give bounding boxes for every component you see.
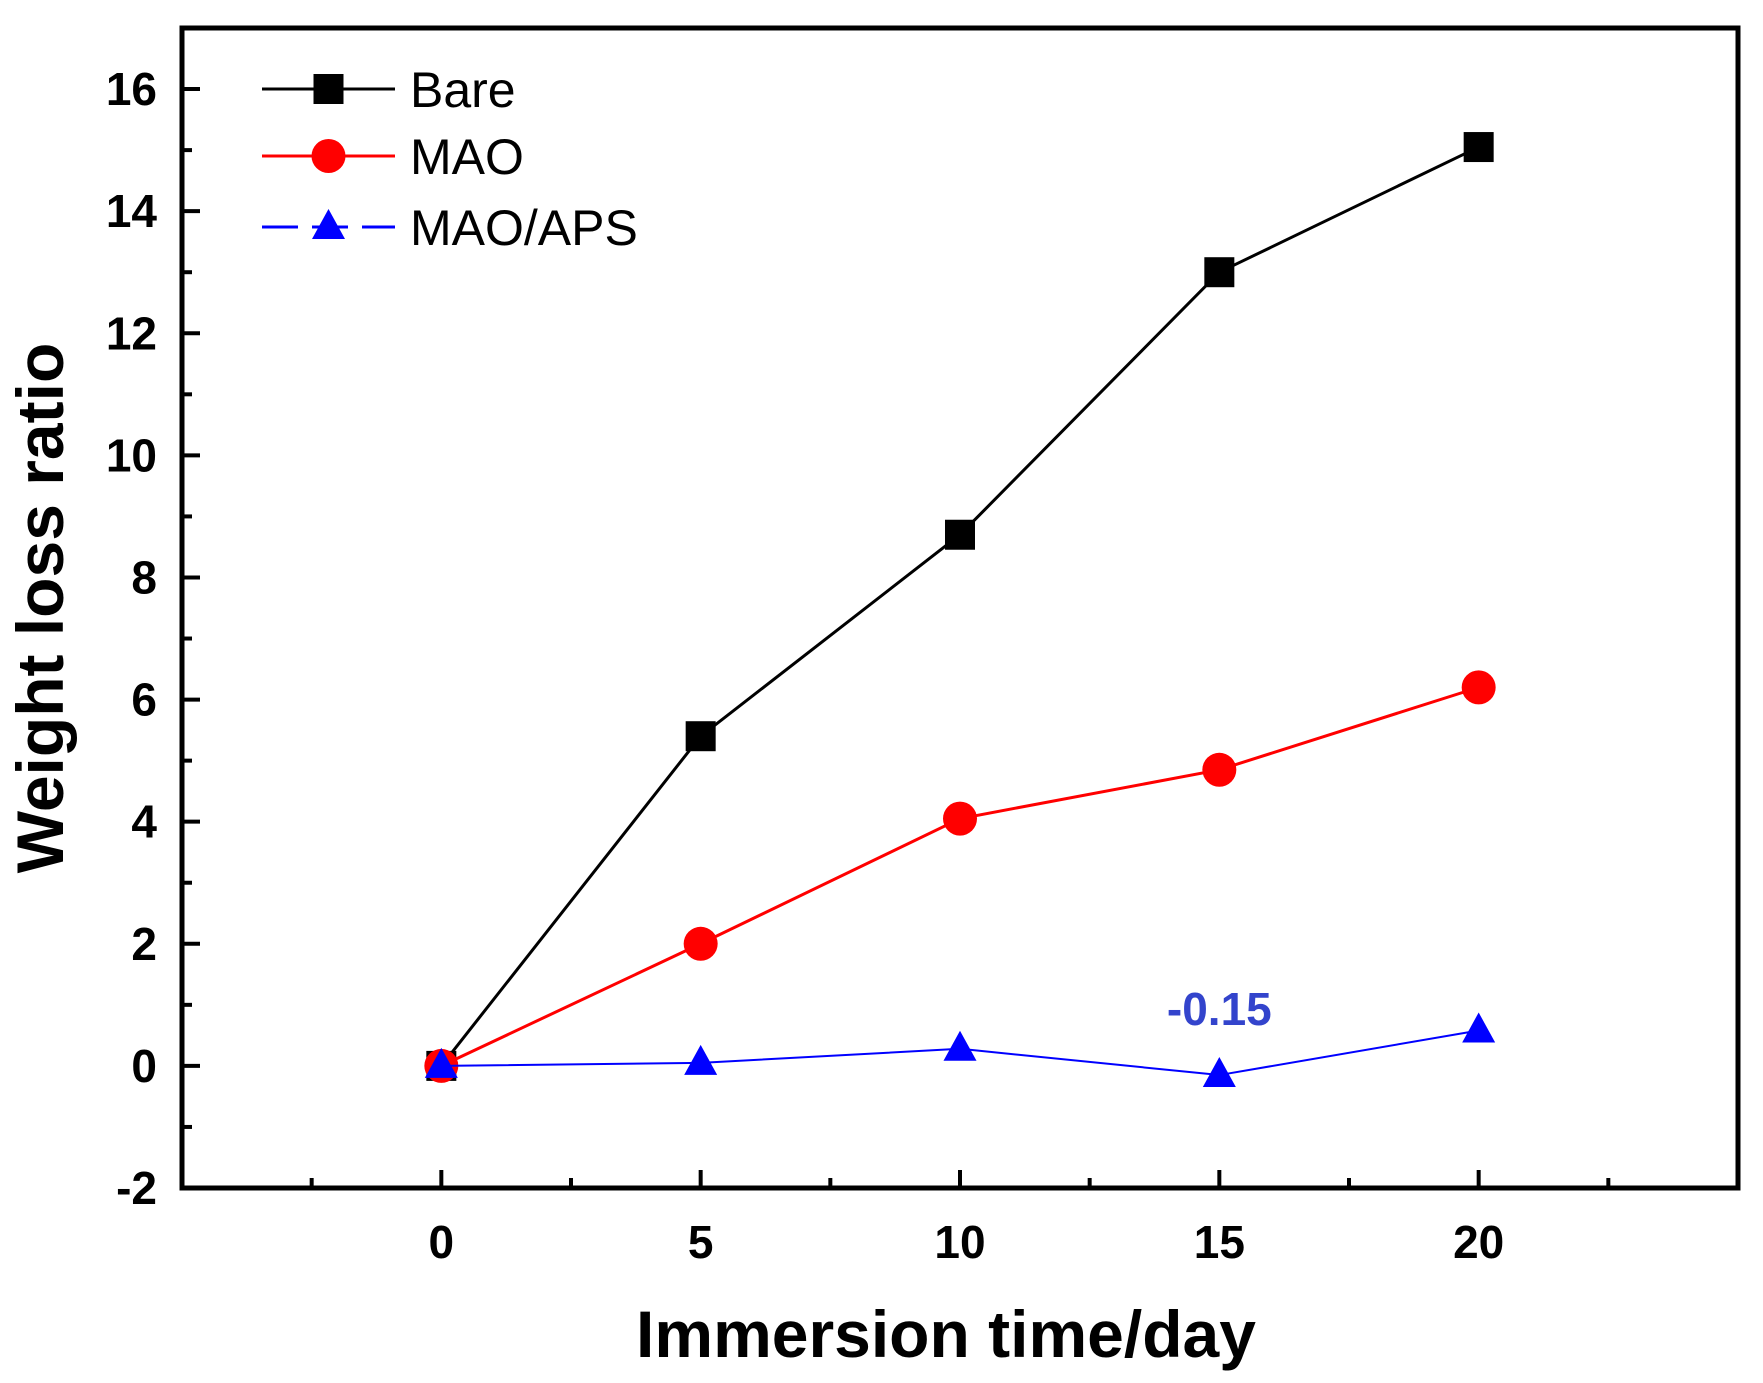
y-tick-label: 0 [131,1040,157,1092]
data-point-bare [1204,257,1235,288]
y-tick-label: 12 [106,307,157,359]
legend-marker [312,209,345,239]
series-bare [426,132,1494,1081]
axis-titles: Immersion time/day Weight loss ratio [3,343,1256,1371]
data-point-mao-aps [943,1030,977,1061]
legend-marker [311,139,346,173]
x-tick-label: 0 [429,1216,455,1268]
y-tick-label: 2 [131,918,157,970]
data-point-mao-aps [684,1044,718,1075]
legend: Bare MAO MAO/APS [262,62,638,256]
y-tick-label: 10 [106,429,157,481]
plot-series [424,132,1496,1088]
data-point-mao [1461,670,1496,705]
x-axis-title: Immersion time/day [636,1297,1256,1371]
data-point-mao-aps [1202,1057,1236,1088]
data-point-bare [1463,132,1494,163]
legend-item-mao-aps: MAO/APS [262,200,638,256]
axes: 0 5 10 15 20 -2 0 2 4 6 8 10 12 14 16 [106,25,1741,1268]
x-tick-label: 10 [934,1216,985,1268]
legend-label: Bare [410,62,516,118]
legend-marker [313,74,344,104]
y-tick-label: 8 [131,551,157,603]
legend-item-bare: Bare [262,62,516,118]
y-tick-label: 6 [131,674,157,726]
annotation-label: -0.15 [1167,983,1272,1035]
legend-item-mao: MAO [262,129,524,185]
legend-label: MAO [410,129,524,185]
data-point-mao [943,801,977,836]
x-tick-label: 15 [1194,1216,1245,1268]
y-tick-label: 4 [131,796,157,848]
annotations: -0.15 [1167,983,1272,1035]
x-tick-label: 5 [688,1216,714,1268]
data-point-mao [1202,752,1237,787]
data-point-mao-aps [1462,1012,1496,1043]
data-point-mao [683,926,718,961]
y-tick-label: -2 [116,1162,157,1214]
x-tick-label: 20 [1453,1216,1504,1268]
y-tick-label: 14 [106,185,158,237]
y-tick-label: 16 [106,63,157,115]
data-point-bare [945,519,975,550]
data-point-bare [685,721,716,752]
series-mao-aps [424,1012,1496,1088]
legend-label: MAO/APS [410,200,638,256]
data-point-mao-aps [424,1047,458,1078]
y-axis-title: Weight loss ratio [3,343,77,874]
